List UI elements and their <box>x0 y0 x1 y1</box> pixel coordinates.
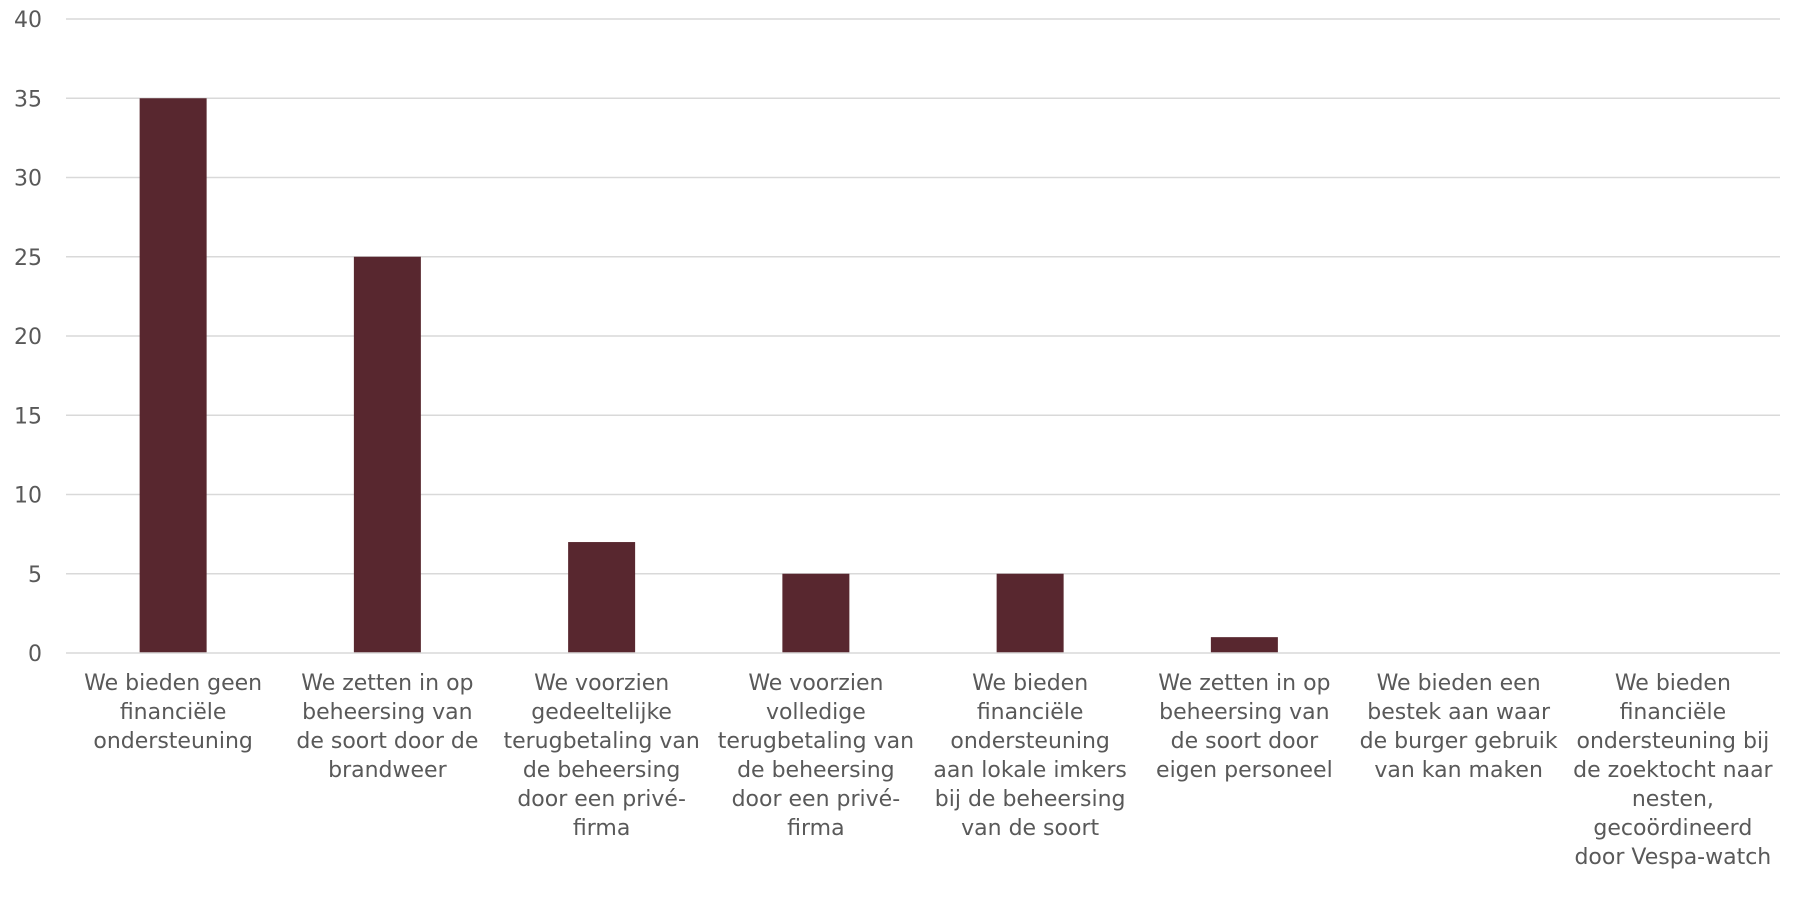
x-category-label: We bieden geen financiële ondersteuning <box>84 671 263 754</box>
bar <box>568 542 636 653</box>
x-category-label: We bieden financiële ondersteuning aan l… <box>933 671 1127 841</box>
x-category-label: We zetten in op beheersing van de soort … <box>296 671 479 783</box>
y-tick-label: 30 <box>14 167 42 192</box>
y-tick-label: 25 <box>14 246 42 271</box>
y-tick-label: 40 <box>14 8 42 33</box>
y-axis-ticks: 0 5 10 15 20 25 30 35 40 <box>14 8 42 667</box>
x-category-label: We bieden financiële ondersteuning bij d… <box>1573 671 1773 870</box>
bars <box>139 98 1278 653</box>
x-category-label: We zetten in op beheersing van de soort … <box>1156 671 1333 783</box>
bar <box>353 256 421 653</box>
gridlines <box>66 18 1780 575</box>
bar <box>1210 637 1278 653</box>
bar <box>996 573 1064 653</box>
y-tick-label: 5 <box>28 563 42 588</box>
y-tick-label: 20 <box>14 325 42 350</box>
y-tick-label: 0 <box>28 642 42 667</box>
x-category-label: We voorzien volledige terugbetaling van … <box>717 671 915 841</box>
bar <box>782 573 850 653</box>
y-tick-label: 35 <box>14 87 42 112</box>
y-tick-label: 10 <box>14 484 42 509</box>
x-category-label: We bieden een bestek aan waar de burger … <box>1359 671 1558 783</box>
bar <box>139 98 207 653</box>
y-tick-label: 15 <box>14 404 42 429</box>
x-category-label: We voorzien gedeeltelijke terugbetaling … <box>503 671 700 841</box>
